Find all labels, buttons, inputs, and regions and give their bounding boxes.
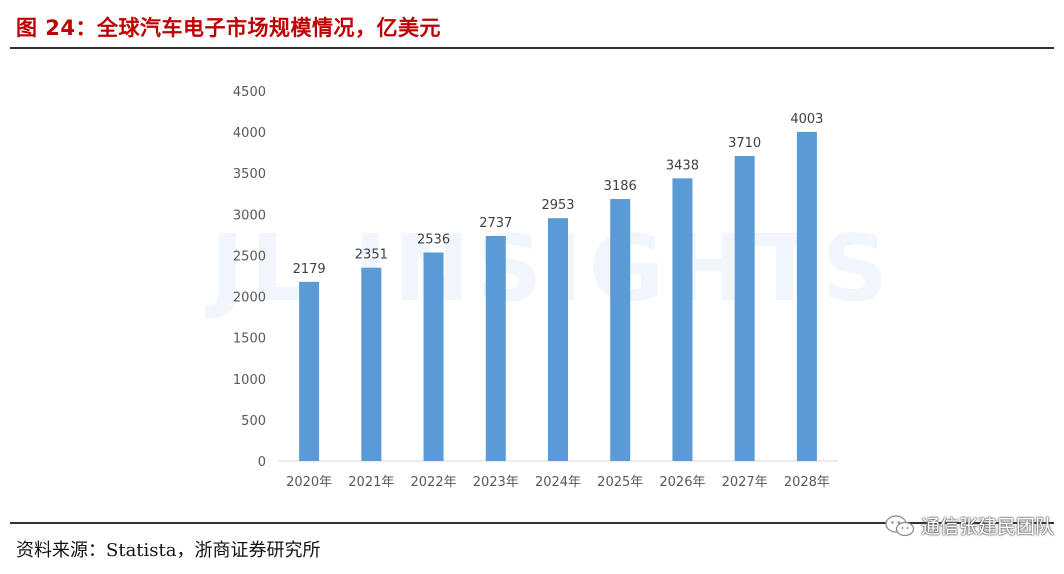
x-tick-label: 2027年	[722, 475, 768, 490]
x-tick-label: 2025年	[597, 475, 643, 490]
x-tick-label: 2024年	[535, 475, 581, 490]
wechat-icon	[885, 514, 915, 536]
bar	[672, 178, 693, 461]
bar	[299, 281, 320, 461]
y-tick-label: 3000	[233, 208, 266, 223]
y-tick-label: 2500	[233, 249, 266, 264]
y-tick-label: 4000	[233, 126, 266, 141]
x-tick-label: 2022年	[411, 475, 457, 490]
x-tick-label: 2020年	[286, 475, 332, 490]
y-tick-label: 2000	[233, 291, 266, 306]
y-axis: 0 500 1000 1500 2000 2500 3000 3500 4000 4500	[233, 85, 266, 470]
bar	[423, 252, 444, 461]
x-tick-label: 2023年	[473, 475, 519, 490]
bar	[485, 235, 506, 461]
x-tick-label: 2026年	[659, 475, 705, 490]
x-tick-label: 2028年	[784, 475, 830, 490]
bar	[610, 199, 631, 462]
x-tick-label: 2021年	[348, 475, 394, 490]
data-label: 2737	[479, 216, 512, 231]
y-tick-label: 1000	[233, 373, 266, 388]
y-tick-label: 1500	[233, 332, 266, 347]
data-label: 3186	[604, 179, 637, 194]
source-note: 资料来源：Statista，浙商证券研究所	[16, 540, 321, 561]
bar	[734, 155, 755, 461]
data-label: 2536	[417, 232, 450, 247]
y-tick-label: 0	[258, 455, 266, 470]
data-label: 3710	[728, 136, 761, 151]
top-rule	[10, 47, 1054, 49]
data-labels: 2179 2351 2536 2737 2953 3186 3438 3710 4003	[293, 112, 824, 277]
bar	[548, 218, 568, 461]
data-label: 2179	[293, 262, 326, 277]
x-axis: 2020年 2021年 2022年 2023年 2024年 2025年 2026年 2027年…	[286, 475, 830, 490]
data-label: 4003	[790, 112, 823, 127]
data-label: 2351	[355, 248, 388, 263]
bar	[796, 131, 817, 461]
y-tick-label: 500	[241, 414, 266, 429]
y-tick-label: 3500	[233, 167, 266, 182]
brand-name: 通信张建民团队	[920, 516, 1054, 538]
data-label: 2953	[541, 198, 574, 213]
bar	[361, 267, 382, 461]
brand-badge: 通信张建民团队	[885, 512, 1054, 539]
figure-title: 图 24：全球汽车电子市场规模情况，亿美元	[16, 16, 442, 40]
y-tick-label: 4500	[233, 85, 266, 100]
bar-series	[299, 131, 817, 462]
bottom-rule	[10, 522, 1054, 524]
data-label: 3438	[666, 158, 699, 173]
